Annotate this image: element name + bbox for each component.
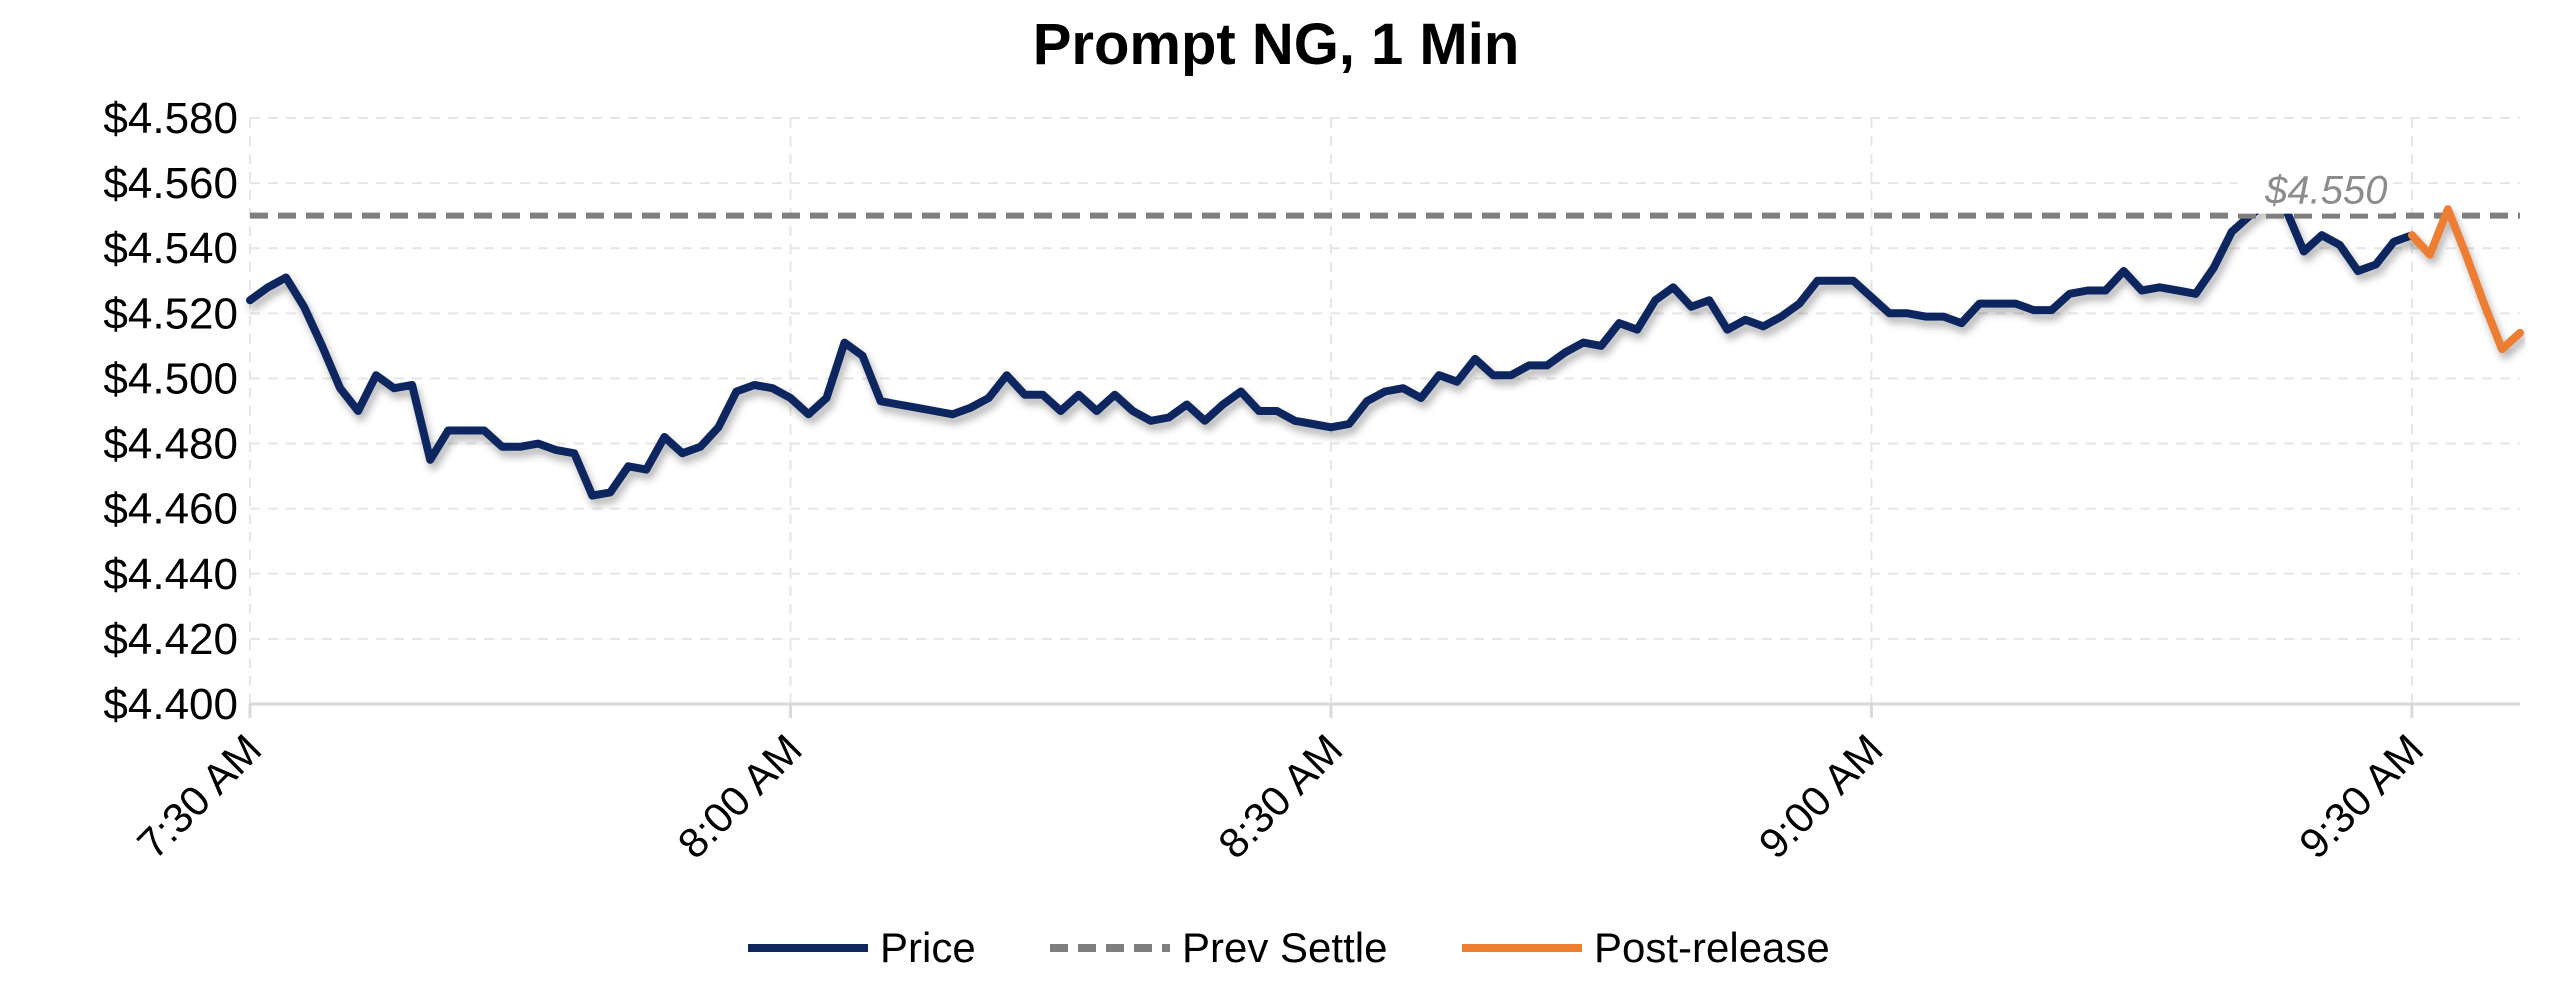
y-axis-ticks: $4.580 $4.560 $4.540 $4.520 $4.500 $4.480 $4.4… — [103, 94, 238, 729]
y-tick-label: $4.400 — [103, 680, 238, 729]
x-axis-ticks: 7:30 AM 8:00 AM 8:30 AM 9:00 AM 9:30 AM — [128, 725, 2432, 867]
x-tick-label: 9:30 AM — [2290, 725, 2432, 867]
legend-label: Price — [880, 924, 976, 971]
chart-title: Prompt NG, 1 Min — [1033, 12, 1520, 77]
y-tick-label: $4.420 — [103, 615, 238, 664]
price-line — [246, 198, 2416, 500]
x-tick-label: 9:00 AM — [1750, 725, 1892, 867]
prev-settle-label: $4.550 — [2264, 169, 2387, 213]
x-tick-label: 7:30 AM — [128, 725, 270, 867]
y-tick-label: $4.540 — [103, 224, 238, 273]
y-tick-label: $4.520 — [103, 289, 238, 338]
x-tick-label: 8:30 AM — [1209, 725, 1351, 867]
gridlines — [249, 117, 2520, 704]
x-tick-label: 8:00 AM — [669, 725, 811, 867]
axes — [248, 702, 2520, 718]
y-tick-label: $4.480 — [103, 420, 238, 469]
prev-settle-label-bg — [2237, 169, 2394, 214]
y-tick-label: $4.460 — [103, 485, 238, 534]
legend: Price Prev Settle Post-release — [748, 924, 1830, 971]
legend-label: Prev Settle — [1182, 924, 1387, 971]
y-tick-label: $4.580 — [103, 94, 238, 143]
y-tick-label: $4.500 — [103, 354, 238, 403]
y-tick-label: $4.560 — [103, 159, 238, 208]
series: $4.550 — [246, 169, 2524, 500]
post-release-line — [2407, 205, 2524, 354]
legend-label: Post-release — [1594, 924, 1830, 971]
y-tick-label: $4.440 — [103, 550, 238, 599]
